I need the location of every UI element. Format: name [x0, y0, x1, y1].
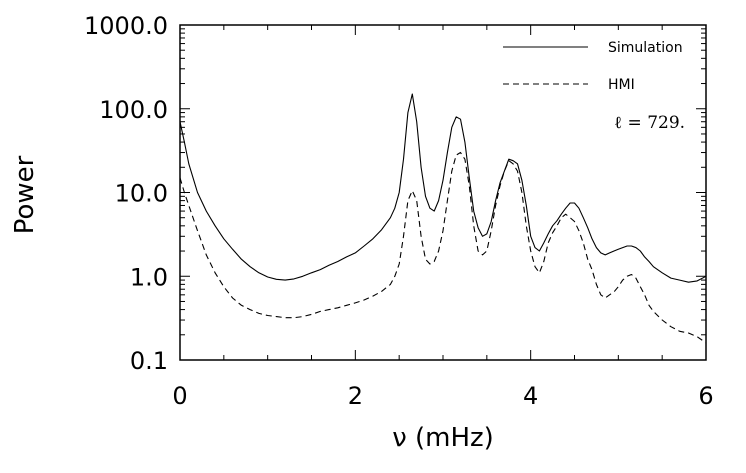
- series-line-simulation: [179, 93, 707, 283]
- y-axis-title: Power: [10, 155, 40, 234]
- y-tick-label: 1.0: [130, 263, 168, 291]
- x-tick-label: 6: [698, 382, 713, 410]
- x-tick-label: 2: [348, 382, 363, 410]
- y-tick-label: 1000.0: [84, 12, 168, 40]
- degree-annotation: ℓ = 729.: [614, 113, 685, 133]
- x-axis-title: ν (mHz): [392, 423, 494, 453]
- y-tick-label: 10.0: [115, 180, 168, 208]
- y-tick-label: 0.1: [130, 347, 168, 375]
- x-tick-label: 0: [172, 382, 187, 410]
- legend-label-simulation: Simulation: [608, 40, 683, 56]
- legend-label-hmi: HMI: [608, 77, 635, 93]
- y-axis-ticks: 0.1 1.0 10.0 100.0 1000.0: [84, 12, 706, 375]
- plot-frame: [179, 24, 707, 361]
- x-tick-label: 4: [523, 382, 538, 410]
- legend: Simulation HMI: [503, 40, 683, 93]
- series-layer: [179, 93, 707, 344]
- y-tick-label: 100.0: [99, 96, 168, 124]
- x-axis-ticks: 0 2 4 6: [172, 25, 714, 410]
